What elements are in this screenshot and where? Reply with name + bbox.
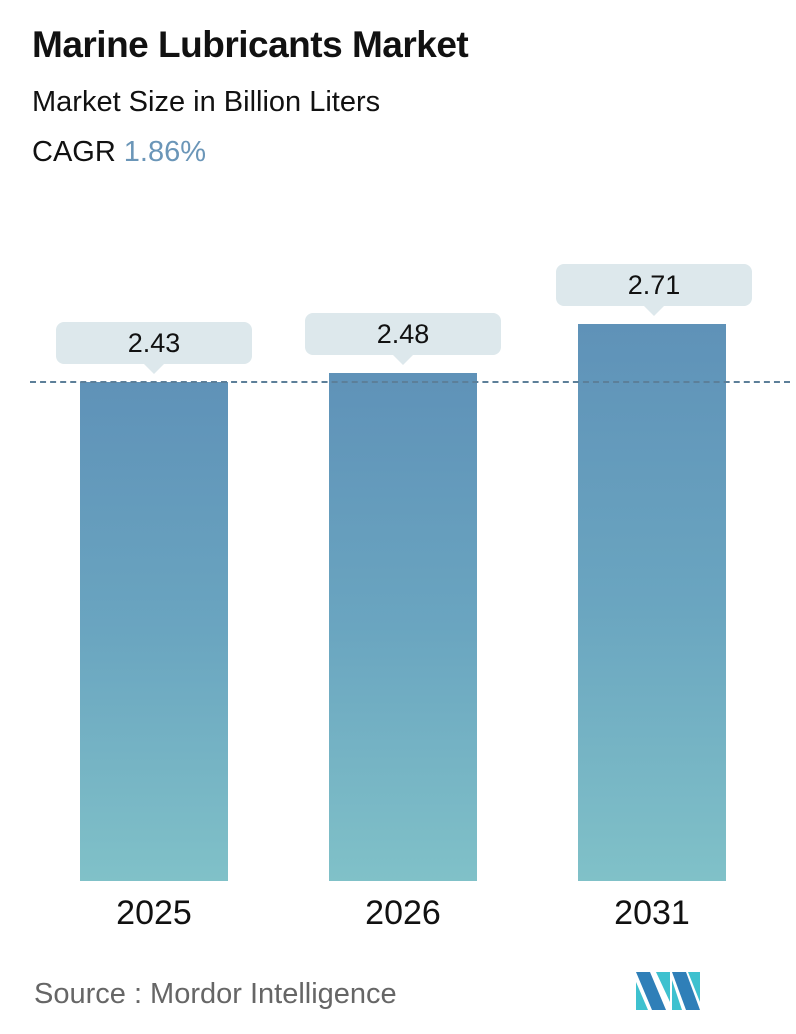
- cagr-line: CAGR 1.86%: [32, 136, 206, 169]
- value-label-2026: 2.48: [305, 313, 501, 365]
- x-label-2031: 2031: [614, 894, 690, 932]
- cagr-value: 1.86%: [123, 136, 207, 168]
- mordor-intelligence-logo-icon: [636, 972, 700, 1010]
- value-label-2031: 2.71: [556, 264, 752, 316]
- chart-title: Marine Lubricants Market: [32, 24, 469, 65]
- cagr-label: CAGR: [32, 136, 116, 168]
- bar-2025: [80, 382, 228, 881]
- chart-subtitle: Market Size in Billion Liters: [32, 86, 381, 118]
- bar-2026: [329, 373, 477, 881]
- x-label-2025: 2025: [116, 894, 192, 932]
- source-text: Source : Mordor Intelligence: [34, 978, 397, 1010]
- bar-2031: [578, 324, 726, 881]
- reference-dashed-line: [30, 381, 790, 383]
- value-label-2025: 2.43: [56, 322, 252, 374]
- x-label-2026: 2026: [365, 894, 441, 932]
